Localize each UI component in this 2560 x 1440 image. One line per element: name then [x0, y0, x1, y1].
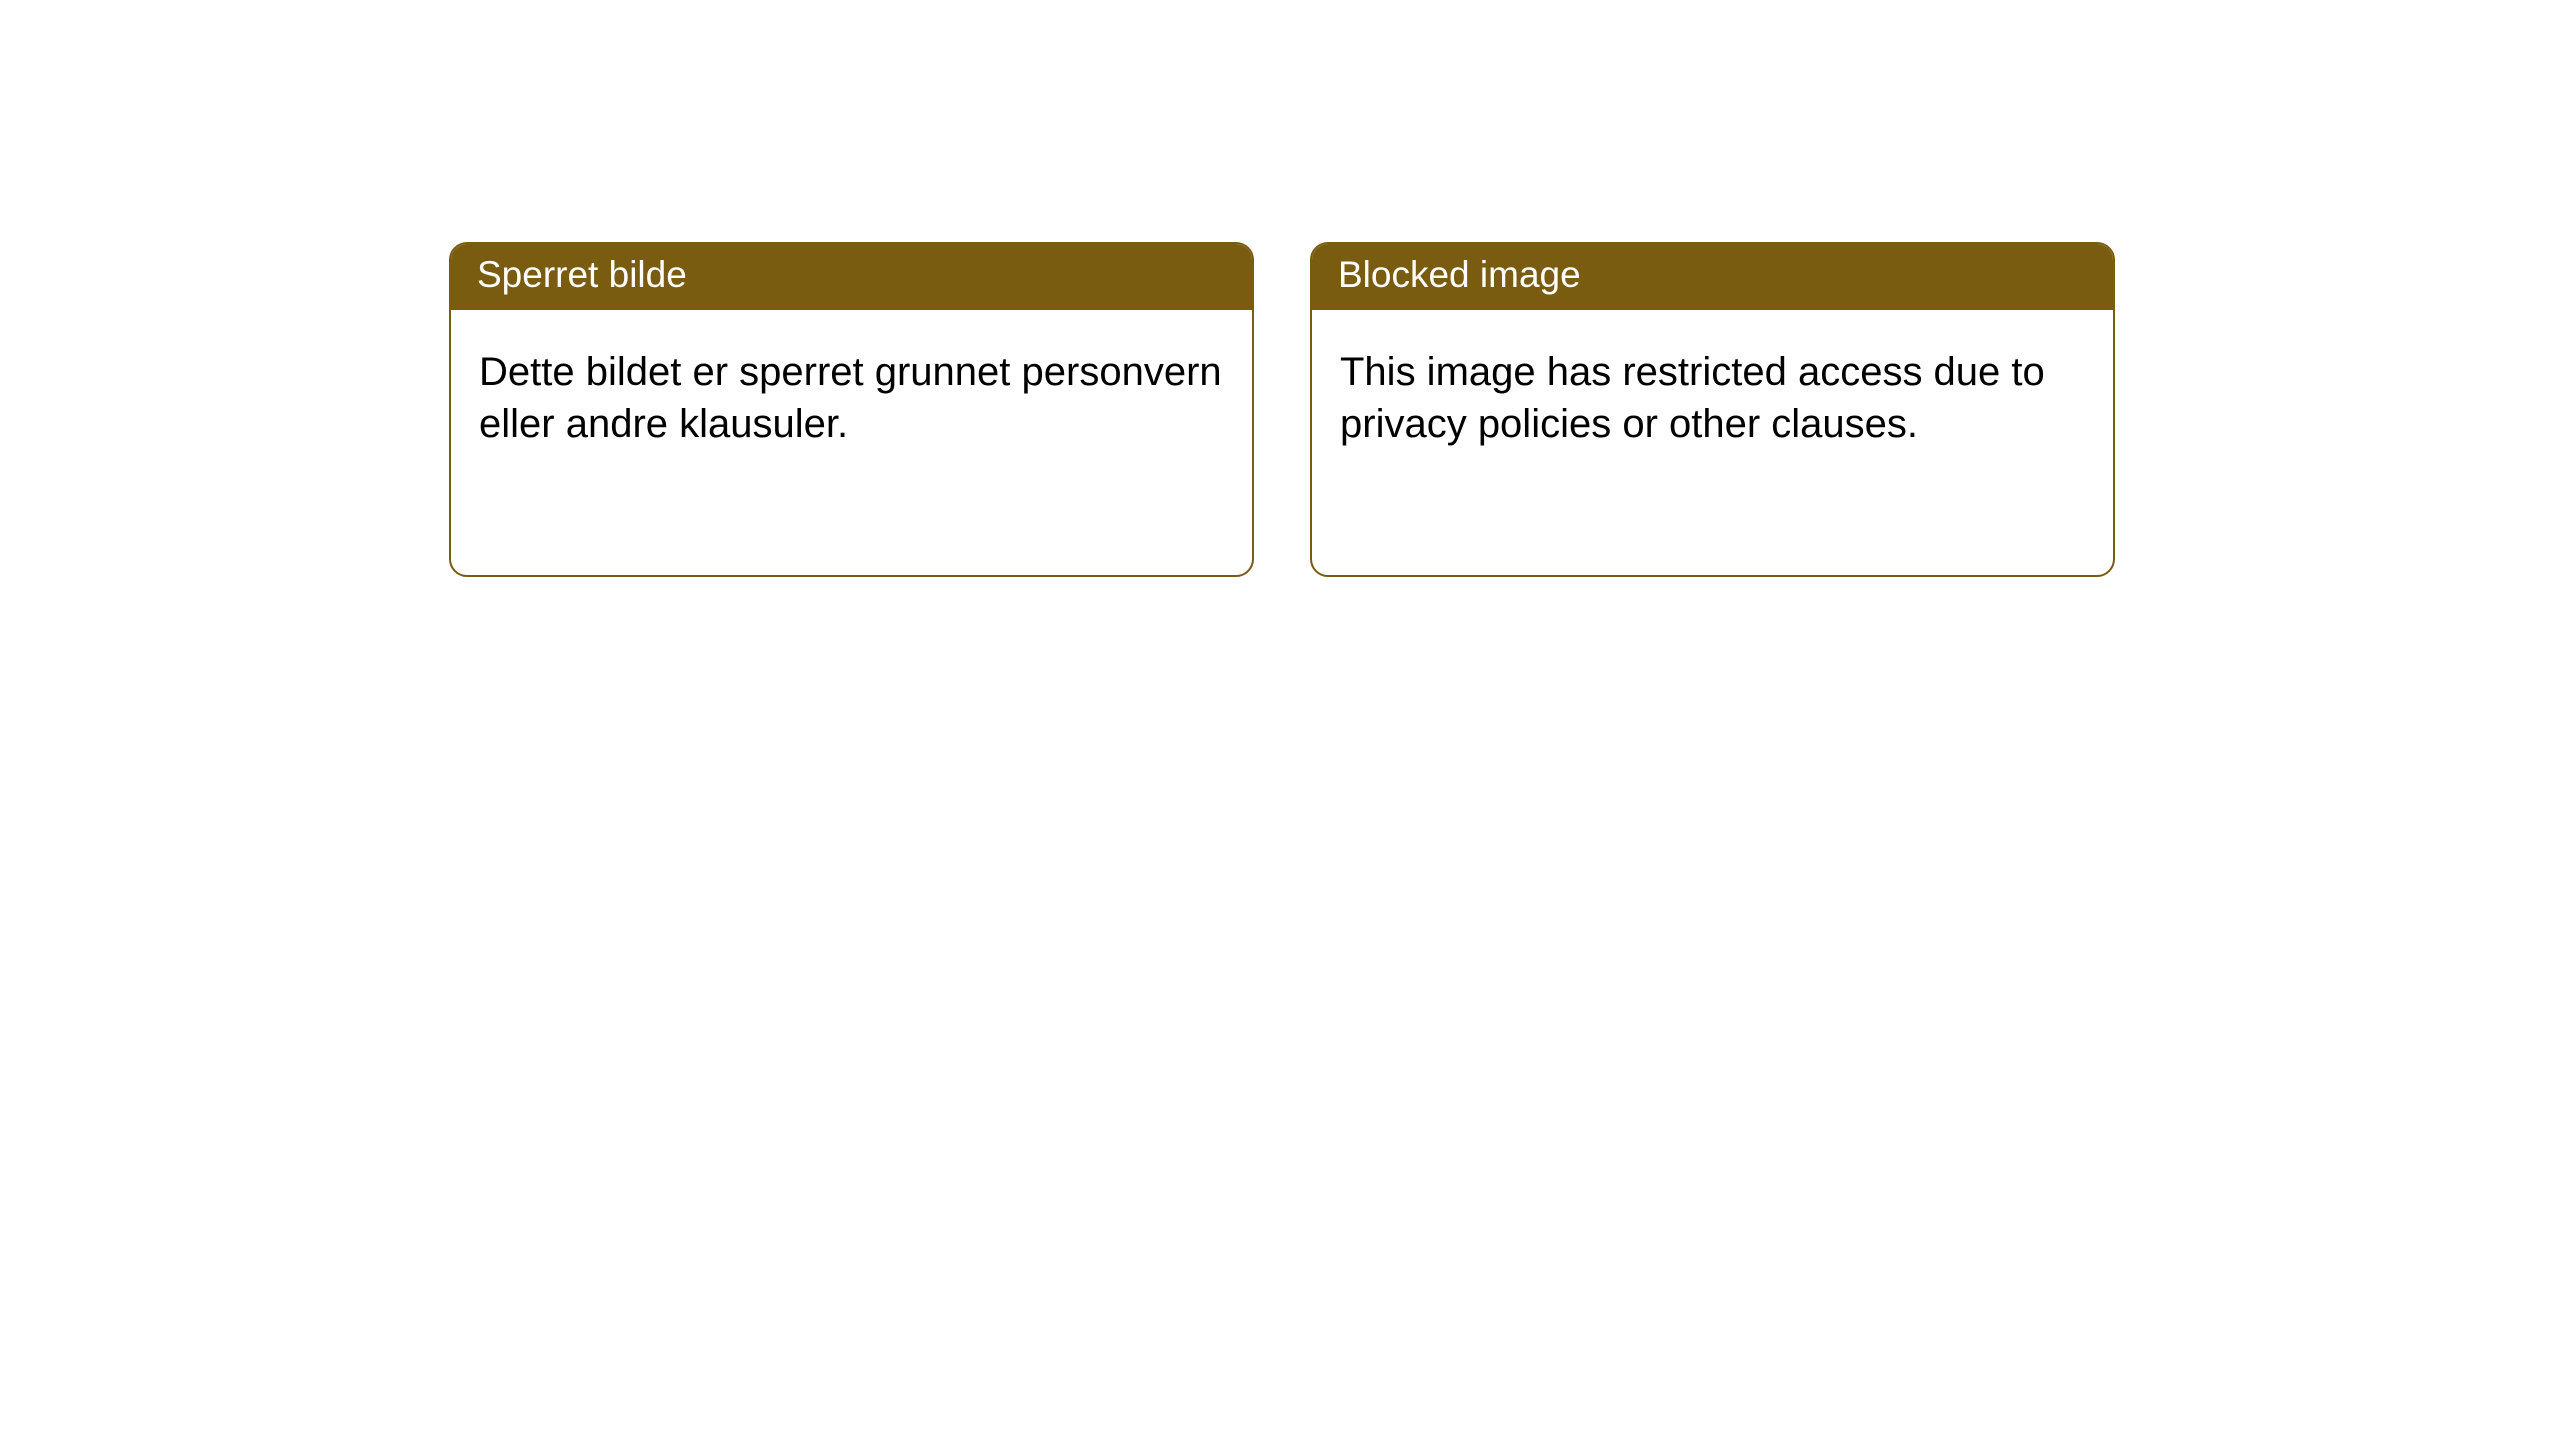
blocked-image-card-en: Blocked image This image has restricted … [1310, 242, 2115, 577]
card-body-no: Dette bildet er sperret grunnet personve… [451, 310, 1252, 478]
card-title-en: Blocked image [1312, 244, 2113, 310]
card-title-no: Sperret bilde [451, 244, 1252, 310]
blocked-image-card-no: Sperret bilde Dette bildet er sperret gr… [449, 242, 1254, 577]
blocked-image-notice-container: Sperret bilde Dette bildet er sperret gr… [0, 0, 2560, 577]
card-body-en: This image has restricted access due to … [1312, 310, 2113, 478]
